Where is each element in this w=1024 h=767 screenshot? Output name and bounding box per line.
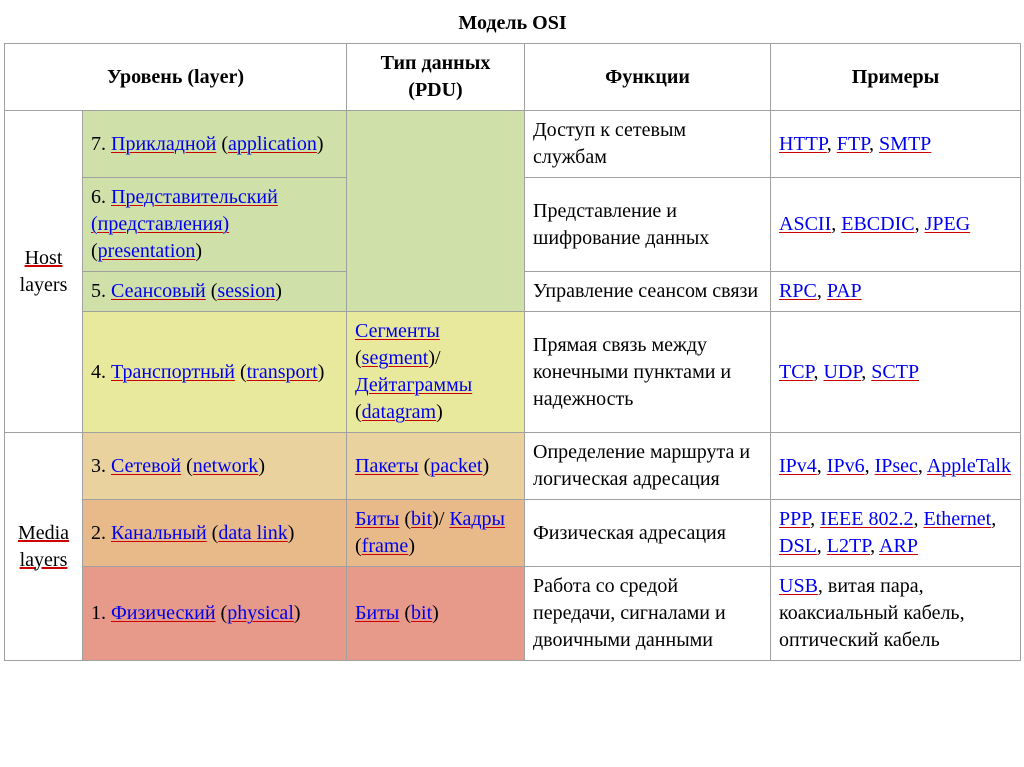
layer-name: 4. Транспортный (transport) bbox=[83, 312, 347, 433]
header-row: Уровень (layer) Тип данных (PDU) Функции… bbox=[5, 44, 1021, 111]
osi-table: Модель OSI Уровень (layer) Тип данных (P… bbox=[4, 4, 1021, 661]
examples-cell: TCP, UDP, SCTP bbox=[771, 312, 1021, 433]
table-row: 1. Физический (physical) Биты (bit) Рабо… bbox=[5, 567, 1021, 661]
examples-cell: HTTP, FTP, SMTP bbox=[771, 111, 1021, 178]
func-cell: Физическая адресация bbox=[525, 500, 771, 567]
header-pdu: Тип данных (PDU) bbox=[347, 44, 525, 111]
table-row: 2. Канальный (data link) Биты (bit)/ Кад… bbox=[5, 500, 1021, 567]
layer-name: 5. Сеансовый (session) bbox=[83, 272, 347, 312]
layer-name: 3. Сетевой (network) bbox=[83, 433, 347, 500]
layer-name: 7. Прикладной (application) bbox=[83, 111, 347, 178]
func-cell: Прямая связь между конечными пунктами и … bbox=[525, 312, 771, 433]
examples-cell: PPP, IEEE 802.2, Ethernet, DSL, L2TP, AR… bbox=[771, 500, 1021, 567]
pdu-cell: Пакеты (packet) bbox=[347, 433, 525, 500]
layer-name: 6. Представительский (представления) (pr… bbox=[83, 178, 347, 272]
examples-cell: RPC, PAP bbox=[771, 272, 1021, 312]
pdu-cell: Биты (bit) bbox=[347, 567, 525, 661]
group-media: Media layers bbox=[5, 433, 83, 661]
func-cell: Управление сеансом связи bbox=[525, 272, 771, 312]
table-row: 4. Транспортный (transport) Сегменты (se… bbox=[5, 312, 1021, 433]
title-row: Модель OSI bbox=[5, 4, 1021, 44]
table-row: Media layers 3. Сетевой (network) Пакеты… bbox=[5, 433, 1021, 500]
layer-name: 1. Физический (physical) bbox=[83, 567, 347, 661]
header-examples: Примеры bbox=[771, 44, 1021, 111]
examples-cell: ASCII, EBCDIC, JPEG bbox=[771, 178, 1021, 272]
func-cell: Определение маршрута и логическая адреса… bbox=[525, 433, 771, 500]
table-row: Host layers 7. Прикладной (application) … bbox=[5, 111, 1021, 178]
pdu-cell: Биты (bit)/ Кадры (frame) bbox=[347, 500, 525, 567]
func-cell: Работа со средой передачи, сигналами и д… bbox=[525, 567, 771, 661]
table-title: Модель OSI bbox=[5, 4, 1021, 44]
header-level: Уровень (layer) bbox=[5, 44, 347, 111]
pdu-cell: Сегменты (segment)/ Дейтаграммы (datagra… bbox=[347, 312, 525, 433]
header-functions: Функции bbox=[525, 44, 771, 111]
pdu-cell-empty bbox=[347, 111, 525, 312]
layer-name: 2. Канальный (data link) bbox=[83, 500, 347, 567]
examples-cell: IPv4, IPv6, IPsec, AppleTalk bbox=[771, 433, 1021, 500]
func-cell: Представление и шифрование данных bbox=[525, 178, 771, 272]
examples-cell: USB, витая пара, коаксиальный кабель, оп… bbox=[771, 567, 1021, 661]
group-host: Host layers bbox=[5, 111, 83, 433]
func-cell: Доступ к сетевым службам bbox=[525, 111, 771, 178]
